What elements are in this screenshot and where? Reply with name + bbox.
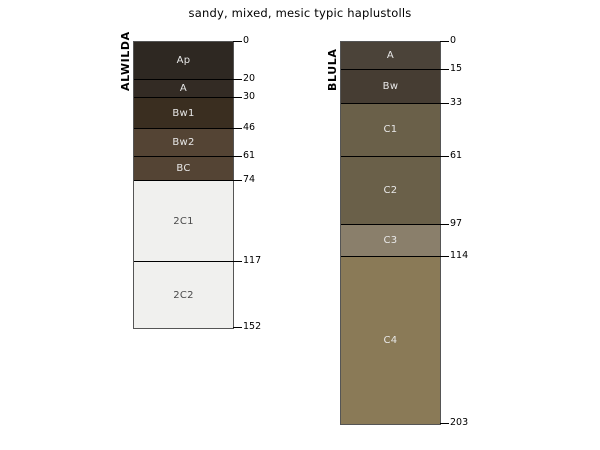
profile-name-label: ALWILDA: [119, 31, 132, 91]
horizon-segment[interactable]: 2C1: [134, 181, 233, 263]
horizon-segment[interactable]: 2C2: [134, 262, 233, 329]
depth-tick-label: 33: [450, 97, 463, 109]
depth-tick-label: 97: [450, 217, 463, 229]
depth-tick-label: 0: [243, 35, 250, 46]
profile-name-label: BLULA: [326, 48, 339, 91]
horizon-segment[interactable]: BC: [134, 156, 233, 182]
horizon-segment[interactable]: Bw1: [134, 98, 233, 129]
horizon-label: A: [179, 83, 188, 95]
page-title: sandy, mixed, mesic typic haplustolls: [188, 6, 412, 20]
horizon-segment[interactable]: A: [341, 42, 440, 71]
horizon-stack: A Bw C1 C2 C3 C4: [340, 41, 441, 426]
depth-tick-label: 15: [450, 63, 463, 75]
depth-tick: [440, 255, 449, 257]
horizon-label: Ap: [176, 54, 191, 66]
horizon-segment[interactable]: Bw2: [134, 128, 233, 157]
horizon-label: 2C2: [173, 289, 194, 301]
horizon-segment[interactable]: Bw: [341, 70, 440, 105]
horizon-label: C2: [383, 184, 398, 196]
horizon-label: Bw2: [172, 136, 195, 148]
depth-tick-label: 203: [450, 417, 469, 429]
depth-tick: [233, 127, 242, 129]
depth-tick-label: 61: [450, 149, 463, 161]
depth-tick: [440, 155, 449, 157]
depth-tick: [233, 41, 242, 42]
horizon-label: C4: [383, 334, 398, 346]
depth-tick: [233, 97, 242, 99]
depth-tick-label: 117: [243, 255, 262, 267]
horizon-label: Bw1: [172, 107, 195, 119]
depth-tick: [440, 103, 449, 105]
depth-tick-label: 46: [243, 121, 256, 133]
depth-tick: [233, 327, 242, 329]
horizon-label: Bw: [382, 81, 399, 93]
depth-tick: [440, 69, 449, 71]
depth-tick: [233, 155, 242, 157]
depth-tick: [233, 78, 242, 80]
horizon-segment[interactable]: C2: [341, 156, 440, 225]
depth-tick: [440, 41, 449, 42]
horizon-label: 2C1: [173, 215, 194, 227]
depth-tick: [233, 180, 242, 182]
depth-tick: [440, 223, 449, 225]
horizon-label: C1: [383, 124, 398, 136]
horizon-segment[interactable]: C4: [341, 256, 440, 425]
horizon-label: BC: [176, 163, 191, 175]
depth-tick-label: 74: [243, 174, 256, 186]
depth-tick-label: 152: [243, 321, 262, 333]
horizon-segment[interactable]: A: [134, 79, 233, 99]
horizon-segment[interactable]: C1: [341, 104, 440, 157]
horizon-segment[interactable]: C3: [341, 224, 440, 257]
horizon-stack: Ap A Bw1 Bw2 BC 2C1 2C2: [133, 41, 234, 330]
depth-tick-label: 30: [243, 91, 256, 103]
depth-tick: [233, 261, 242, 263]
depth-tick-label: 61: [243, 149, 256, 161]
depth-tick-label: 0: [450, 35, 457, 46]
depth-tick-label: 20: [243, 72, 256, 84]
depth-tick-label: 114: [450, 249, 469, 261]
horizon-label: A: [386, 50, 395, 62]
horizon-segment[interactable]: Ap: [134, 42, 233, 80]
horizon-label: C3: [383, 234, 398, 246]
depth-tick: [440, 423, 449, 425]
